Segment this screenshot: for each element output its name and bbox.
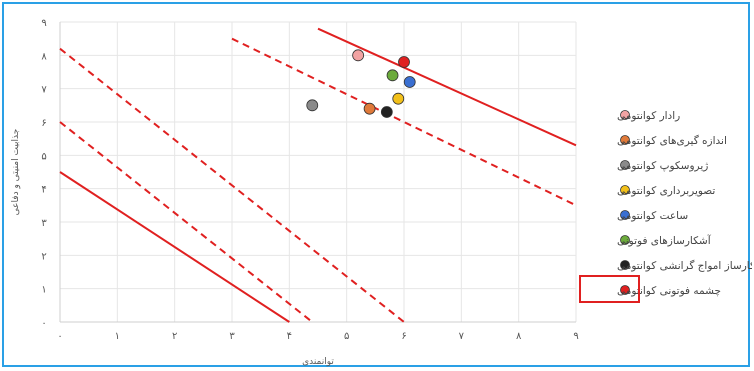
y-tick-label: ۳ xyxy=(41,218,47,229)
data-point xyxy=(398,56,410,68)
legend-marker xyxy=(620,210,630,220)
y-tick-label: ۵ xyxy=(41,151,46,162)
y-axis-label: جذابیت امنیتی و دفاعی xyxy=(11,129,21,216)
data-point xyxy=(380,106,393,118)
y-tick-label: ۹ xyxy=(41,18,46,29)
scatter-chart: ۰۰ ۱ ۱ ۲ ۲ ۳ ۳ ۴ ۴ ۵ ۵ ۶ ۶ ۷ ۷ ۸ ۸ ۹ ۹ توانمندی جذابیت امن… xyxy=(11,18,752,367)
gridlines xyxy=(59,21,577,323)
reference-lines xyxy=(59,27,577,323)
y-tick-label: ۰ xyxy=(41,318,46,329)
legend-entry: آشکارسازهای فوتونی xyxy=(617,234,712,247)
solid-boundary-line xyxy=(317,27,577,147)
y-tick-label: ۶ xyxy=(41,118,46,129)
legend-entry: تصویربرداری کوانتومی xyxy=(617,185,715,197)
dashed-boundary-line xyxy=(231,37,577,207)
x-tick-label: ۲ xyxy=(172,331,177,342)
axes xyxy=(59,22,576,323)
legend-entry: شکارساز امواج گرانشی کوانتومی xyxy=(617,259,752,272)
y-tick-label: ۷ xyxy=(41,85,47,96)
legend-marker xyxy=(620,110,630,120)
y-tick-label: ۸ xyxy=(41,51,47,62)
data-point xyxy=(403,76,416,88)
dashed-boundary-line xyxy=(59,121,313,323)
x-axis-label: توانمندی xyxy=(302,357,334,367)
legend-entry: اندازه گیری‌های کوانتومی xyxy=(617,134,727,147)
x-tick-label: ۵ xyxy=(344,331,349,342)
data-points xyxy=(306,49,416,118)
x-tick-label: ۰ xyxy=(57,331,62,342)
x-tick-label: ۳ xyxy=(229,331,235,342)
legend-marker xyxy=(620,160,630,170)
data-point xyxy=(306,99,319,112)
legend-marker xyxy=(620,235,630,245)
y-tick-label: ۴ xyxy=(41,185,46,196)
x-tick-label: ۷ xyxy=(459,331,465,342)
dashed-boundary-line xyxy=(59,47,405,323)
x-tick-label: ۸ xyxy=(516,331,522,342)
legend-marker xyxy=(620,260,630,270)
y-tick-label: ۱ xyxy=(41,285,46,296)
legend-entry: ژیروسکوپ کوانتومی xyxy=(617,160,708,172)
tick-labels: ۰۰ ۱ ۱ ۲ ۲ ۳ ۳ ۴ ۴ ۵ ۵ ۶ ۶ ۷ ۷ ۸ ۸ ۹ ۹ xyxy=(41,18,578,342)
data-point xyxy=(352,49,365,62)
legend-entry: رادار کوانتومی xyxy=(617,110,680,122)
x-tick-label: ۶ xyxy=(401,331,406,342)
legend: رادار کوانتومی اندازه گیری‌های کوانتومی ژی… xyxy=(617,110,752,297)
solid-boundary-line xyxy=(59,171,290,323)
data-point xyxy=(386,69,399,82)
data-point xyxy=(392,92,405,105)
legend-marker xyxy=(620,135,630,145)
x-tick-label: ۹ xyxy=(573,331,578,342)
x-tick-label: ۱ xyxy=(115,331,120,342)
legend-highlight-box xyxy=(579,275,640,303)
legend-entry: چشمه فوتونی کوانتومی xyxy=(617,285,721,297)
x-tick-label: ۴ xyxy=(287,331,292,342)
legend-marker xyxy=(620,285,630,295)
data-point xyxy=(363,102,376,115)
y-tick-label: ۲ xyxy=(41,251,46,262)
legend-entry: ساعت کوانتومی xyxy=(617,210,688,222)
legend-marker xyxy=(620,185,630,195)
